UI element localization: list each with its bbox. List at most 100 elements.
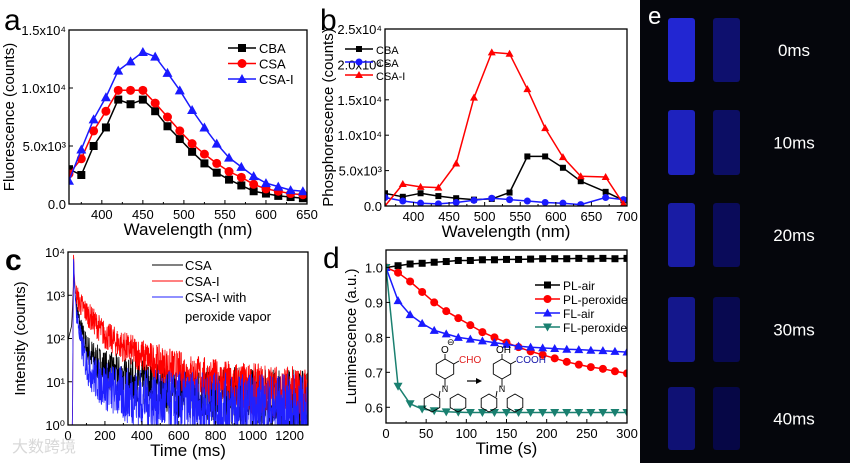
x-tick-label: 650 xyxy=(296,207,318,222)
data-point xyxy=(430,258,438,266)
x-tick-label: 1200 xyxy=(275,428,304,443)
legend-label: CSA xyxy=(185,258,212,273)
legend-label: CBA xyxy=(259,41,286,56)
data-point xyxy=(69,165,73,174)
data-point xyxy=(478,256,486,264)
data-point xyxy=(452,198,460,206)
legend-label: FL-air xyxy=(563,307,594,321)
legend-marker xyxy=(543,295,552,303)
x-tick-label: 600 xyxy=(545,209,567,224)
data-point xyxy=(225,175,234,184)
series-fl-peroxide xyxy=(386,263,627,418)
data-point xyxy=(69,175,74,185)
data-point xyxy=(212,168,221,177)
time-label: 30ms xyxy=(773,321,815,340)
y-tick-label: 1.5x10⁴ xyxy=(337,93,382,108)
legend-label: CSA-I xyxy=(376,71,405,83)
y-tick-label: 1.5x10⁴ xyxy=(21,23,66,38)
data-point xyxy=(574,360,583,369)
sample-right xyxy=(713,110,740,175)
data-point xyxy=(101,106,111,116)
data-point xyxy=(137,47,148,57)
legend-item: CSA-I xyxy=(228,72,294,87)
x-tick-label: 0 xyxy=(64,428,71,443)
time-label: 0ms xyxy=(778,41,810,60)
x-tick-label: 550 xyxy=(509,209,531,224)
y-tick-label: 1.0 xyxy=(365,260,383,275)
data-point xyxy=(434,200,442,206)
sample-right xyxy=(713,203,740,267)
data-point xyxy=(187,139,197,149)
y-tick-label: 10⁴ xyxy=(45,245,65,260)
aldehyde-group: CHO xyxy=(459,355,481,366)
data-point xyxy=(539,255,547,263)
data-point xyxy=(151,107,160,116)
data-point xyxy=(399,197,407,205)
data-point xyxy=(162,112,172,122)
panel-label-e: e xyxy=(648,3,661,30)
data-point xyxy=(417,190,424,197)
data-point xyxy=(576,172,585,180)
legend-label: peroxide vapor xyxy=(185,309,272,324)
chart-panel-a: 400 450 500 550 600 650 0.0 5.0x10³ 1.0x10⁴ 1.5x1… xyxy=(1,23,318,239)
data-point xyxy=(526,342,536,351)
plot-frame xyxy=(384,28,628,207)
data-point xyxy=(623,254,627,262)
data-point xyxy=(538,409,548,418)
y-tick-label: 5.0x10³ xyxy=(339,164,383,179)
data-point xyxy=(399,193,406,200)
legend-item: PL-air xyxy=(535,279,595,293)
x-tick-label: 650 xyxy=(581,209,603,224)
data-point xyxy=(150,98,160,108)
data-point xyxy=(527,255,535,263)
y-axis-label: Fluorescence (counts) xyxy=(1,43,18,191)
data-point xyxy=(385,190,388,197)
data-point xyxy=(237,181,246,190)
time-label: 40ms xyxy=(773,410,815,429)
data-point xyxy=(441,408,451,417)
data-point xyxy=(100,92,111,102)
frame-30ms: 30ms xyxy=(668,297,815,362)
x-tick-label: 500 xyxy=(474,209,496,224)
x-axis-label: Wavelength (nm) xyxy=(442,222,571,241)
time-label: 10ms xyxy=(773,134,815,153)
data-point xyxy=(477,409,487,418)
y-tick-label: 5.0x10³ xyxy=(23,139,67,154)
panel-label-b: b xyxy=(320,4,337,37)
legend-marker xyxy=(355,71,363,78)
data-point xyxy=(489,409,499,418)
data-point xyxy=(466,256,474,264)
data-point xyxy=(477,336,487,345)
x-axis-label: Wavelength (nm) xyxy=(124,220,253,239)
data-point xyxy=(441,329,451,338)
sample-right xyxy=(713,297,740,362)
y-tick-label: 0.6 xyxy=(365,400,383,415)
legend-marker xyxy=(355,58,363,66)
data-point xyxy=(623,369,627,378)
data-point xyxy=(550,344,560,353)
x-tick-label: 800 xyxy=(205,428,227,443)
data-point xyxy=(285,185,296,195)
hydroxyl-group: OH xyxy=(496,345,511,356)
legend-item: CSA-I with peroxide vapor xyxy=(152,290,272,324)
data-point xyxy=(405,400,415,409)
data-point xyxy=(430,298,439,307)
x-tick-label: 600 xyxy=(168,428,190,443)
x-tick-label: 200 xyxy=(94,428,116,443)
data-point xyxy=(515,255,523,263)
series-csa-i xyxy=(69,47,307,196)
x-tick-label: 300 xyxy=(616,426,638,441)
sample-left xyxy=(668,387,695,450)
data-point xyxy=(175,135,184,144)
y-tick-label: 10¹ xyxy=(46,375,65,390)
x-tick-label: 400 xyxy=(403,209,425,224)
legend-item: CBA xyxy=(345,45,399,57)
data-point xyxy=(586,409,596,418)
data-point xyxy=(236,172,246,182)
x-tick-label: 100 xyxy=(455,426,477,441)
data-point xyxy=(385,194,389,202)
legend-marker xyxy=(237,74,247,83)
data-point xyxy=(113,65,124,75)
legend-label: CSA-I with xyxy=(185,290,246,305)
